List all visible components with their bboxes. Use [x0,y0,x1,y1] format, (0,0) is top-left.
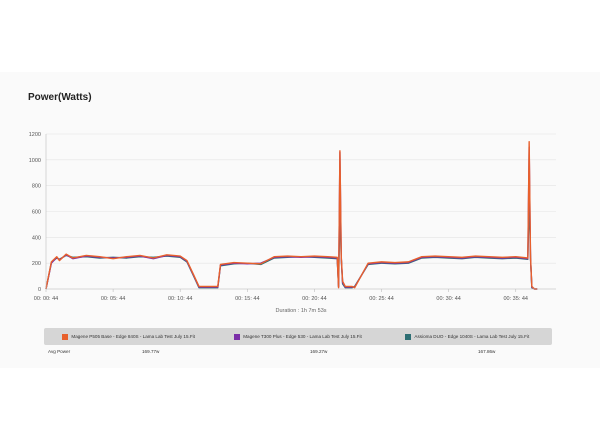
series-line [45,146,538,290]
grid-layer [46,133,556,290]
y-tick-label: 800 [32,184,41,190]
avg-power-value: 167.86w [478,349,496,354]
x-axis-label: Duration : 1h 7m 53s [275,308,326,314]
legend-swatch [405,333,412,340]
y-tick-label: 1200 [29,132,41,138]
x-tick-label: 00: 30: 44 [436,296,460,302]
x-tick-label: 00: 15: 44 [235,296,259,302]
y-tick-label: 0 [38,287,41,293]
chart-title: Power(Watts) [28,92,92,103]
avg-power-value: 169.27w [310,349,328,354]
legend-item[interactable]: Magene P505 Base - Edge 840S - Lama Lab … [44,333,213,340]
series-line [45,195,538,290]
legend-item[interactable]: Assioma DUO - Edge 1040S - Lama Lab Test… [383,333,552,340]
x-tick-label: 00: 20: 44 [302,296,326,302]
legend-label: Magene P505 Base - Edge 840S - Lama Lab … [71,334,195,339]
x-tick-label: 00: 25: 44 [369,296,393,302]
series-layer [45,141,538,290]
x-tick-label: 00: 00: 44 [34,296,58,302]
average-power-row: Avg Power 169.77w 169.27w 167.86w [44,349,552,357]
legend-swatch [234,333,241,340]
series-line [45,141,538,290]
avg-power-value: 169.77w [142,349,160,354]
legend-item[interactable]: Magene T300 Plus - Edge 530 - Lama Lab T… [213,333,382,340]
x-tick-label: 00: 35: 44 [504,296,528,302]
legend-swatch [62,333,69,340]
y-tick-label: 200 [32,261,41,267]
legend: Magene P505 Base - Edge 840S - Lama Lab … [44,328,552,345]
chart-card [0,72,600,368]
y-tick-label: 1000 [29,158,41,164]
x-tick-label: 00: 10: 44 [168,296,192,302]
legend-label: Magene T300 Plus - Edge 530 - Lama Lab T… [243,334,362,339]
axis-layer: 0 200 400 600 800 1000 1200 00: 00: 44 00: 05: 4… [29,132,556,302]
y-tick-label: 400 [32,235,41,241]
y-tick-label: 600 [32,210,41,216]
x-tick-label: 00: 05: 44 [101,296,125,302]
legend-label: Assioma DUO - Edge 1040S - Lama Lab Test… [414,334,530,339]
avg-power-label: Avg Power [48,349,71,354]
